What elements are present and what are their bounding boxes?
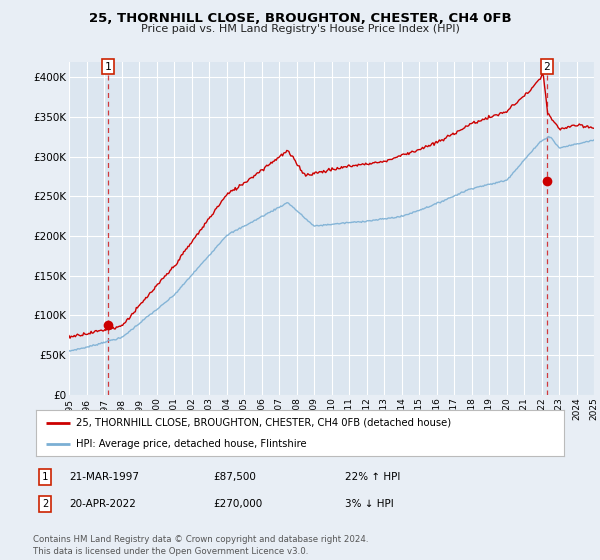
Text: 22% ↑ HPI: 22% ↑ HPI (345, 472, 400, 482)
Text: 1: 1 (104, 62, 111, 72)
Text: 1: 1 (42, 472, 48, 482)
Text: 2: 2 (544, 62, 550, 72)
Text: Price paid vs. HM Land Registry's House Price Index (HPI): Price paid vs. HM Land Registry's House … (140, 24, 460, 34)
Text: 25, THORNHILL CLOSE, BROUGHTON, CHESTER, CH4 0FB (detached house): 25, THORNHILL CLOSE, BROUGHTON, CHESTER,… (76, 418, 451, 428)
Text: HPI: Average price, detached house, Flintshire: HPI: Average price, detached house, Flin… (76, 439, 306, 449)
Text: 3% ↓ HPI: 3% ↓ HPI (345, 499, 394, 509)
Text: £270,000: £270,000 (213, 499, 262, 509)
Text: 2: 2 (42, 499, 48, 509)
Text: Contains HM Land Registry data © Crown copyright and database right 2024.
This d: Contains HM Land Registry data © Crown c… (33, 535, 368, 556)
Text: 21-MAR-1997: 21-MAR-1997 (69, 472, 139, 482)
Text: £87,500: £87,500 (213, 472, 256, 482)
Text: 20-APR-2022: 20-APR-2022 (69, 499, 136, 509)
Text: 25, THORNHILL CLOSE, BROUGHTON, CHESTER, CH4 0FB: 25, THORNHILL CLOSE, BROUGHTON, CHESTER,… (89, 12, 511, 25)
